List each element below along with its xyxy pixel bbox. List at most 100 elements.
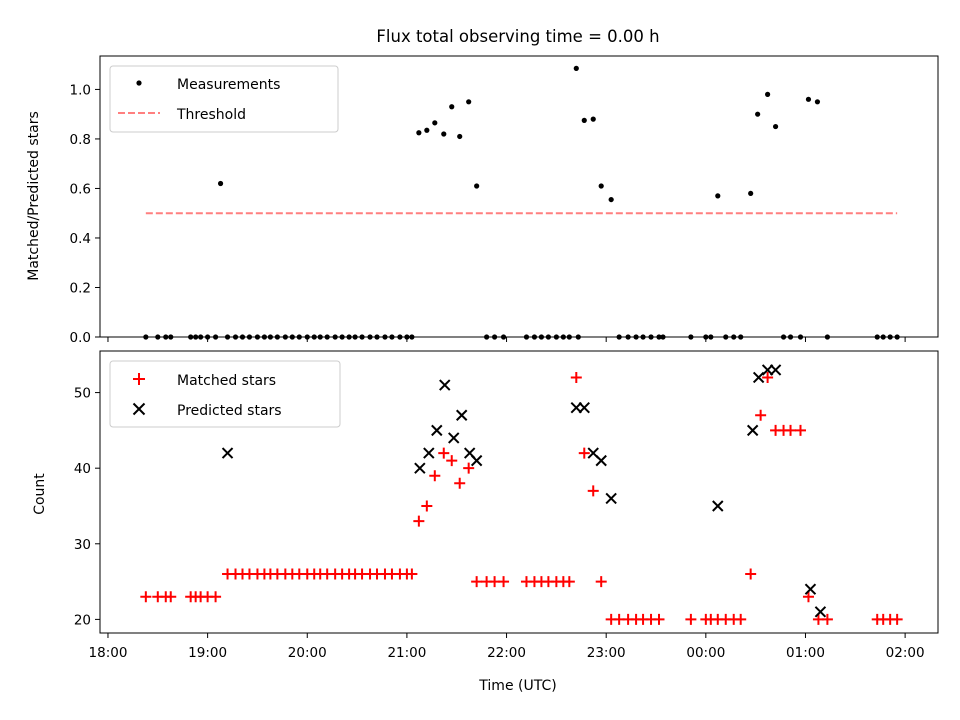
matched-star-point: [587, 485, 599, 497]
matched-star-point: [735, 613, 747, 625]
predicted-star-point: [746, 424, 759, 437]
x-axis-label: Time (UTC): [478, 678, 556, 694]
measurement-point: [772, 123, 779, 130]
bottom-x-tick-label: 00:00: [686, 645, 725, 661]
matched-star-point: [563, 576, 575, 588]
predicted-star-point: [578, 401, 590, 414]
matched-star-point: [140, 591, 152, 603]
predicted-star-point: [414, 462, 426, 474]
chart-title: Flux total observing time = 0.00 h: [376, 27, 659, 46]
legend-ratio: Measurements Threshold: [109, 65, 339, 133]
measurement-point: [432, 120, 438, 126]
top-y-tick-label: 1.0: [70, 82, 91, 98]
legend-ratio-frame: [109, 65, 339, 133]
predicted-star-point: [804, 583, 817, 595]
matched-star-point: [165, 591, 177, 603]
measurement-point: [466, 99, 472, 105]
measurement-point: [814, 99, 821, 105]
predicted-star-point: [221, 447, 234, 459]
matched-star-point: [438, 447, 450, 459]
legend-count: Matched stars Predicted stars: [109, 360, 341, 428]
bottom-y-tick-label: 40: [74, 461, 91, 477]
predicted-star-point: [595, 454, 607, 467]
matched-star-point: [595, 576, 607, 588]
bottom-x-tick-label: 18:00: [89, 645, 128, 661]
legend-count-frame: [109, 360, 341, 428]
bottom-y-tick-label: 20: [74, 612, 91, 628]
measurement-point: [765, 91, 771, 97]
legend-predicted-marker: [132, 402, 146, 416]
bottom-y-tick-label: 50: [74, 386, 91, 402]
matched-star-point: [745, 568, 757, 580]
legend-measurements-marker: [136, 80, 142, 86]
predicted-star-point: [814, 606, 827, 618]
top-y-tick-label: 0.4: [70, 231, 91, 247]
matched-star-point: [446, 455, 458, 467]
legend-threshold-label: Threshold: [176, 107, 246, 123]
matched-star-point: [421, 500, 433, 512]
matched-star-point: [570, 371, 582, 383]
measurement-point: [416, 130, 422, 136]
predicted-star-point: [431, 424, 443, 437]
measurement-point: [441, 131, 447, 137]
measurement-point: [748, 190, 754, 197]
bottom-y-axis: 20 30 40 50: [74, 386, 100, 628]
measurement-point: [573, 65, 579, 71]
panel-count: 20 30 40 50 18:00 19:00 20:00 21:00 22:00 23:00 0…: [32, 350, 939, 694]
predicted-star-point: [470, 454, 483, 467]
matched-star-point: [785, 424, 797, 436]
predicted-star-point: [455, 409, 468, 421]
legend-matched-marker: [133, 373, 145, 385]
matched-star-point: [578, 447, 590, 459]
top-y-tick-label: 0.8: [70, 132, 91, 148]
matched-star-point: [498, 576, 510, 588]
measurement-point: [715, 193, 721, 199]
predicted-star-point: [605, 492, 617, 505]
matched-star-point: [755, 409, 767, 421]
matched-star-point: [802, 591, 814, 603]
predicted-star-point: [439, 379, 451, 391]
measurement-point: [581, 117, 587, 123]
bottom-x-tick-label: 22:00: [487, 645, 526, 661]
y-axis-label-ratio: Matched/Predicted stars: [26, 111, 42, 281]
legend-measurements-label: Measurements: [177, 77, 280, 93]
matched-star-point: [891, 613, 903, 625]
measurement-point: [217, 180, 224, 187]
matched-star-point: [210, 591, 222, 603]
bottom-x-tick-label: 20:00: [288, 645, 327, 661]
matched-star-point: [794, 424, 806, 436]
matched-star-point: [406, 568, 418, 580]
matched-star-point: [685, 613, 697, 625]
legend-predicted-label: Predicted stars: [177, 403, 282, 419]
top-y-tick-label: 0.0: [70, 330, 91, 346]
measurement-point: [805, 96, 812, 102]
predicted-star-point: [423, 447, 435, 459]
predicted-star-point: [769, 364, 782, 376]
bottom-x-tick-label: 02:00: [886, 645, 925, 661]
panel-count-frame: [99, 350, 939, 634]
top-y-axis: 0.0 0.2 0.4 0.6 0.8 1.0: [70, 82, 100, 346]
bottom-data-marks: [140, 364, 903, 625]
matched-star-point: [821, 613, 833, 625]
matched-star-point: [653, 613, 665, 625]
measurement-point: [608, 196, 614, 203]
bottom-x-tick-label: 01:00: [786, 645, 825, 661]
measurement-point: [598, 183, 604, 189]
matched-star-point: [463, 462, 475, 474]
predicted-star-point: [448, 432, 460, 444]
y-axis-label-count: Count: [32, 473, 48, 515]
matched-star-point: [413, 515, 425, 527]
measurement-point: [457, 133, 463, 140]
bottom-y-tick-label: 30: [74, 537, 91, 553]
matched-star-point: [454, 477, 466, 489]
top-x-axis: [107, 337, 906, 342]
measurement-point: [755, 111, 761, 117]
measurement-point: [474, 183, 480, 189]
bottom-x-tick-label: 19:00: [188, 645, 227, 661]
matched-star-point: [429, 470, 441, 482]
measurement-point: [449, 104, 455, 110]
measurement-point: [590, 116, 596, 122]
top-y-tick-label: 0.2: [70, 280, 91, 296]
bottom-x-axis: 18:00 19:00 20:00 21:00 22:00 23:00 00:00 01:00…: [89, 633, 925, 661]
